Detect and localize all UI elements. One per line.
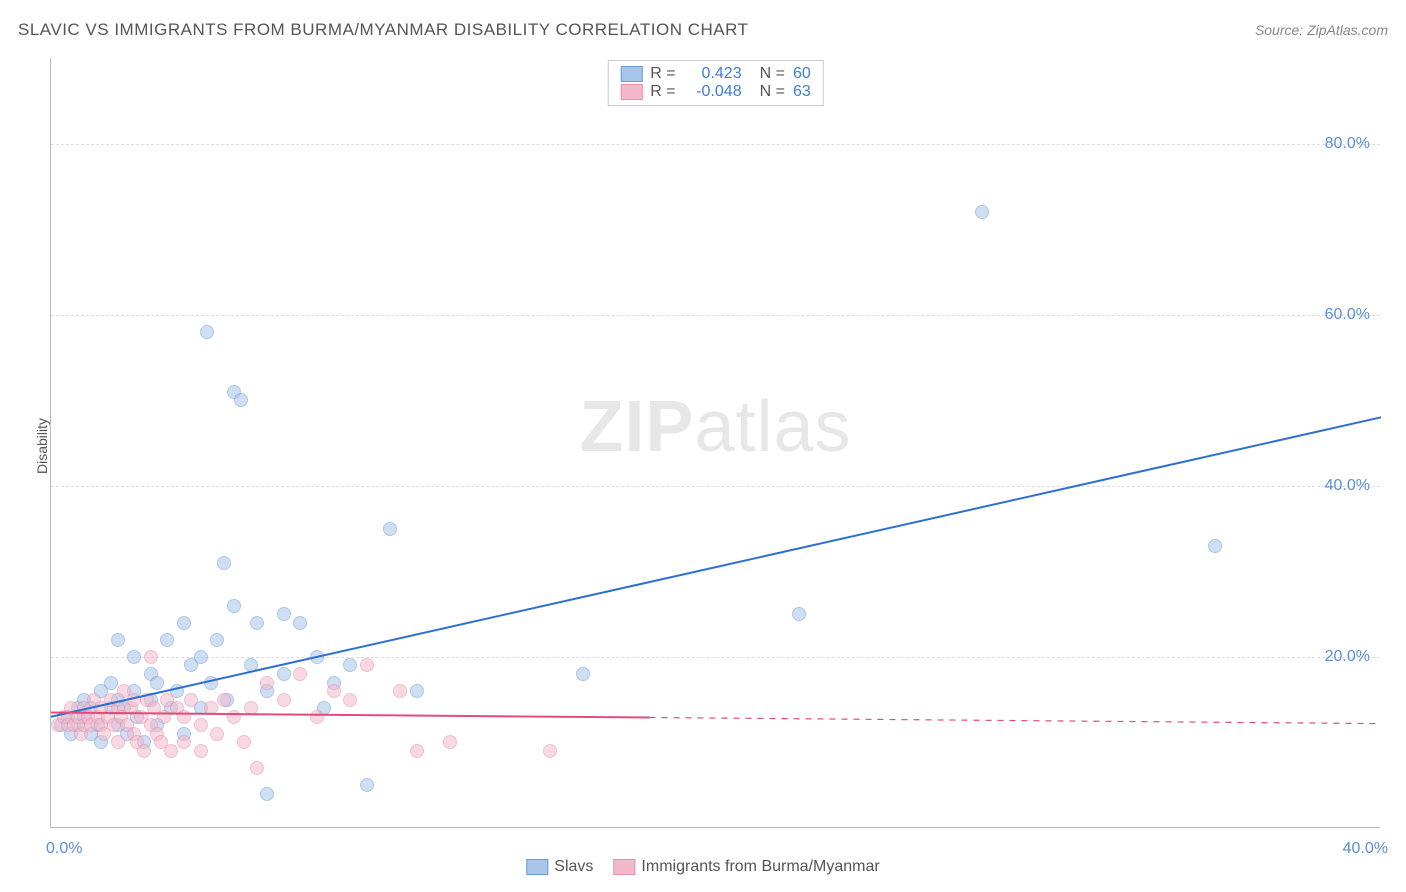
series-legend: Slavs Immigrants from Burma/Myanmar [526, 858, 879, 876]
data-point [1208, 539, 1222, 553]
data-point [160, 633, 174, 647]
swatch-pink [620, 84, 642, 100]
data-point [360, 658, 374, 672]
gridline [51, 144, 1380, 145]
data-point [250, 616, 264, 630]
data-point [543, 744, 557, 758]
chart-header: SLAVIC VS IMMIGRANTS FROM BURMA/MYANMAR … [18, 20, 1388, 40]
chart-source: Source: ZipAtlas.com [1255, 22, 1388, 38]
ytick-label: 60.0% [1325, 306, 1370, 324]
data-point [234, 393, 248, 407]
data-point [393, 684, 407, 698]
data-point [204, 701, 218, 715]
data-point [194, 718, 208, 732]
swatch-blue [526, 859, 548, 875]
data-point [792, 607, 806, 621]
data-point [975, 205, 989, 219]
data-point [410, 744, 424, 758]
scatter-plot: ZIPatlas R = 0.423 N = 60 R = -0.048 N =… [50, 58, 1380, 828]
correlation-legend: R = 0.423 N = 60 R = -0.048 N = 63 [607, 60, 823, 106]
data-point [327, 684, 341, 698]
ytick-label: 40.0% [1325, 477, 1370, 495]
data-point [260, 676, 274, 690]
data-point [227, 710, 241, 724]
watermark: ZIPatlas [579, 386, 851, 468]
x-origin-label: 0.0% [46, 840, 82, 858]
legend-row-slavs: R = 0.423 N = 60 [620, 65, 810, 83]
data-point [293, 616, 307, 630]
data-point [111, 633, 125, 647]
data-point [194, 650, 208, 664]
data-point [410, 684, 424, 698]
data-point [177, 616, 191, 630]
data-point [127, 693, 141, 707]
data-point [310, 710, 324, 724]
data-point [250, 761, 264, 775]
data-point [343, 693, 357, 707]
data-point [127, 650, 141, 664]
data-point [244, 658, 258, 672]
data-point [137, 744, 151, 758]
data-point [227, 599, 241, 613]
data-point [104, 676, 118, 690]
data-point [200, 325, 214, 339]
data-point [260, 787, 274, 801]
ytick-label: 20.0% [1325, 648, 1370, 666]
data-point [144, 650, 158, 664]
legend-row-burma: R = -0.048 N = 63 [620, 83, 810, 101]
data-point [177, 710, 191, 724]
data-point [383, 522, 397, 536]
data-point [443, 735, 457, 749]
data-point [210, 727, 224, 741]
data-point [204, 676, 218, 690]
data-point [150, 676, 164, 690]
data-point [217, 556, 231, 570]
gridline [51, 315, 1380, 316]
data-point [177, 735, 191, 749]
data-point [576, 667, 590, 681]
y-axis-label: Disability [34, 418, 50, 474]
gridline [51, 486, 1380, 487]
data-point [277, 693, 291, 707]
data-point [293, 667, 307, 681]
chart-title: SLAVIC VS IMMIGRANTS FROM BURMA/MYANMAR … [18, 20, 748, 40]
data-point [194, 744, 208, 758]
data-point [244, 701, 258, 715]
data-point [157, 710, 171, 724]
data-point [360, 778, 374, 792]
data-point [217, 693, 231, 707]
ytick-label: 80.0% [1325, 135, 1370, 153]
data-point [184, 693, 198, 707]
x-max-label: 40.0% [1343, 840, 1388, 858]
legend-item-slavs: Slavs [526, 858, 593, 876]
swatch-blue [620, 66, 642, 82]
legend-item-burma: Immigrants from Burma/Myanmar [613, 858, 879, 876]
data-point [310, 650, 324, 664]
data-point [277, 607, 291, 621]
swatch-pink [613, 859, 635, 875]
data-point [111, 735, 125, 749]
data-point [277, 667, 291, 681]
data-point [237, 735, 251, 749]
data-point [343, 658, 357, 672]
data-point [164, 744, 178, 758]
data-point [210, 633, 224, 647]
